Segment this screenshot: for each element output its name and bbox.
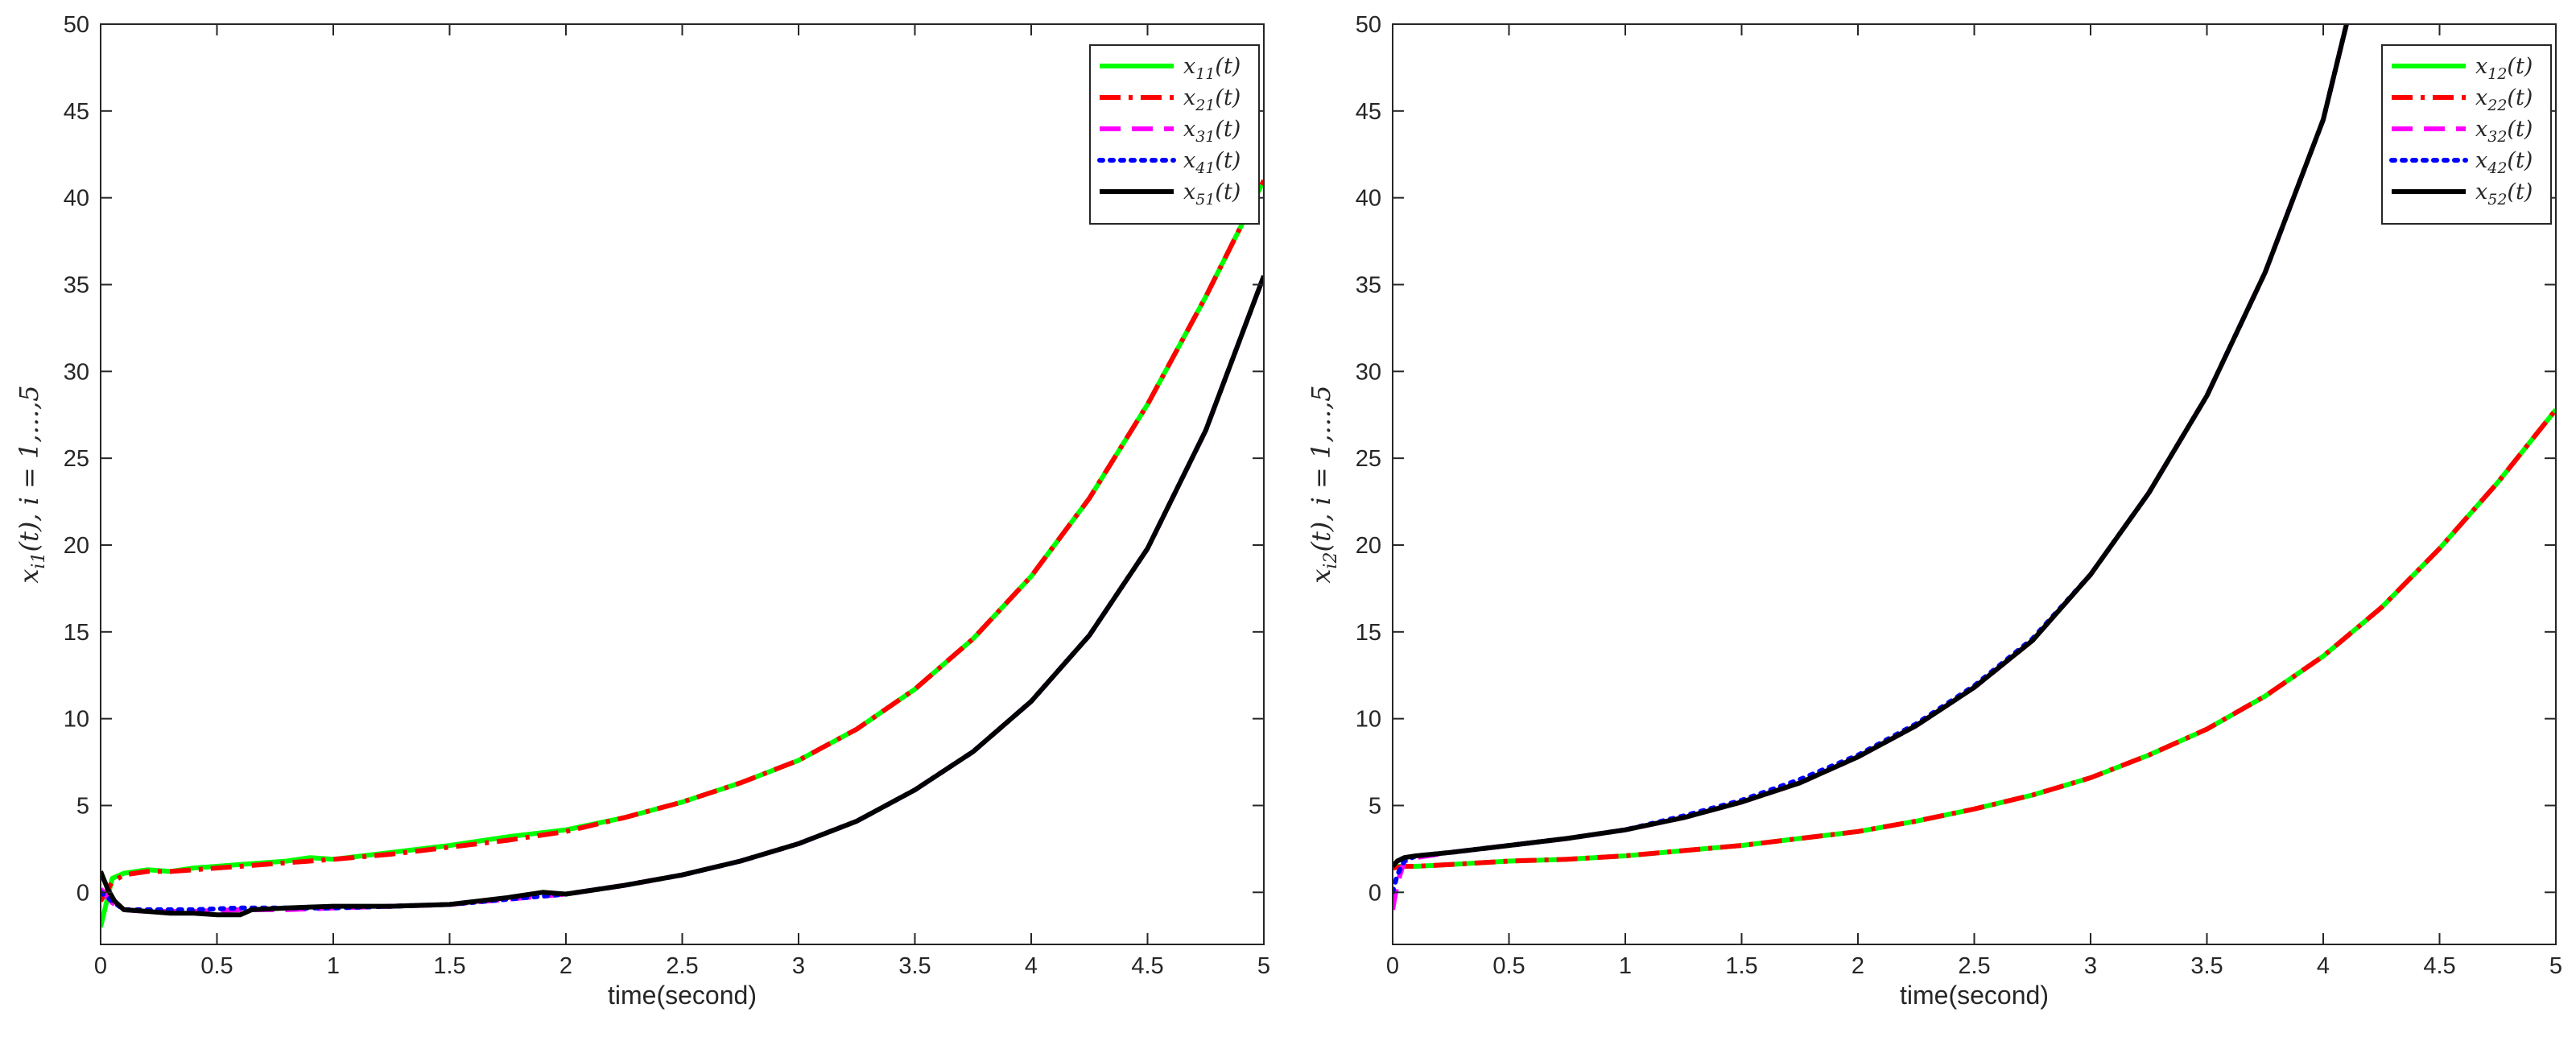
- legend: x11(t)x21(t) x31(t)x41(t) x51(t): [1089, 44, 1260, 225]
- y-tick-label: 10: [64, 707, 89, 733]
- legend-label-2: x22(t): [2475, 85, 2533, 114]
- chart-panel-1: 0 0.5 1 1.5 2 2.5 3 3.5 4 4.5 50510152025303540455…: [14, 12, 1270, 1010]
- y-tick-label: 15: [1356, 620, 1381, 646]
- x-axis-label: time(second): [1900, 981, 2049, 1010]
- legend-label-1: x11(t): [1183, 54, 1241, 83]
- legend-label-4: x42(t): [2475, 148, 2533, 177]
- legend-label-3: x31(t): [1183, 117, 1241, 146]
- y-tick-label: 45: [64, 99, 89, 125]
- series-group: [1393, 24, 2556, 911]
- y-tick-label: 0: [1368, 880, 1381, 906]
- y-tick-label: 25: [64, 446, 89, 472]
- x-tick-label: 3: [2084, 953, 2097, 979]
- legend-label-5: x51(t): [1183, 180, 1241, 209]
- x-tick-label: 0.5: [200, 953, 233, 979]
- x-axis-label: time(second): [608, 981, 757, 1010]
- x-tick-label: 1.5: [1725, 953, 1757, 979]
- x-tick-label: 0.5: [1492, 953, 1525, 979]
- chart-panel-2: 0 0.5 1 1.5 2 2.5 3 3.5 4 4.5 50510152025303540455…: [1306, 12, 2562, 1010]
- legend-label-3: x32(t): [2475, 117, 2533, 146]
- legend-label-1: x12(t): [2475, 54, 2533, 83]
- plot-area: [1393, 24, 2556, 944]
- x-tick-label: 3: [792, 953, 805, 979]
- y-tick-label: 15: [64, 620, 89, 646]
- x-tick-label: 2: [1852, 953, 1864, 979]
- y-tick-label: 35: [64, 272, 89, 298]
- y-axis-label: xi1(t), i = 1,...,5: [14, 385, 49, 583]
- y-tick-label: 30: [64, 359, 89, 385]
- x-tick-label: 2: [559, 953, 572, 979]
- y-tick-label: 20: [1356, 533, 1381, 559]
- y-tick-label: 35: [1356, 272, 1381, 298]
- x-tick-label: 5: [2549, 953, 2562, 979]
- x-tick-label: 1: [1619, 953, 1632, 979]
- series-line-2: [1393, 407, 2556, 871]
- x-tick-label: 4: [1025, 953, 1038, 979]
- y-tick-label: 25: [1356, 446, 1381, 472]
- x-tick-label: 4: [2317, 953, 2330, 979]
- legend-label-5: x52(t): [2475, 180, 2533, 209]
- x-tick-label: 2.5: [666, 953, 698, 979]
- y-tick-label: 5: [1368, 793, 1381, 819]
- series-line-5: [1393, 24, 2349, 868]
- y-tick-label: 0: [76, 880, 89, 906]
- x-tick-label: 0: [1386, 953, 1399, 979]
- y-axis-label: xi2(t), i = 1,...,5: [1306, 385, 1341, 583]
- series-line-2: [101, 179, 1264, 903]
- y-tick-label: 50: [1356, 12, 1381, 38]
- x-tick-label: 3.5: [898, 953, 931, 979]
- y-tick-label: 40: [1356, 186, 1381, 212]
- y-tick-label: 40: [64, 186, 89, 212]
- x-tick-label: 4.5: [1131, 953, 1163, 979]
- x-tick-label: 2.5: [1958, 953, 1990, 979]
- y-tick-label: 50: [64, 12, 89, 38]
- legend: x12(t)x22(t) x32(t)x42(t) x52(t): [2381, 44, 2552, 225]
- y-tick-label: 45: [1356, 99, 1381, 125]
- y-tick-label: 30: [1356, 359, 1381, 385]
- x-tick-label: 1.5: [433, 953, 465, 979]
- y-tick-label: 5: [76, 793, 89, 819]
- series-line-5: [101, 275, 1264, 918]
- x-tick-label: 5: [1257, 953, 1270, 979]
- x-tick-label: 0: [94, 953, 107, 979]
- x-tick-label: 1: [327, 953, 340, 979]
- y-tick-label: 10: [1356, 707, 1381, 733]
- x-tick-label: 3.5: [2190, 953, 2223, 979]
- plot-area: [101, 24, 1264, 944]
- legend-label-2: x21(t): [1183, 85, 1241, 114]
- series-group: [101, 179, 1264, 928]
- y-tick-label: 20: [64, 533, 89, 559]
- x-tick-label: 4.5: [2423, 953, 2455, 979]
- legend-label-4: x41(t): [1183, 148, 1241, 177]
